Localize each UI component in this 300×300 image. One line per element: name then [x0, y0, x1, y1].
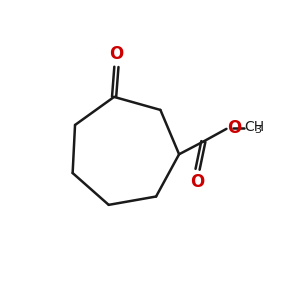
Text: 3: 3	[254, 125, 261, 136]
Text: CH: CH	[244, 121, 264, 134]
Text: O: O	[228, 119, 242, 137]
Text: O: O	[190, 173, 205, 191]
Text: O: O	[109, 45, 124, 63]
